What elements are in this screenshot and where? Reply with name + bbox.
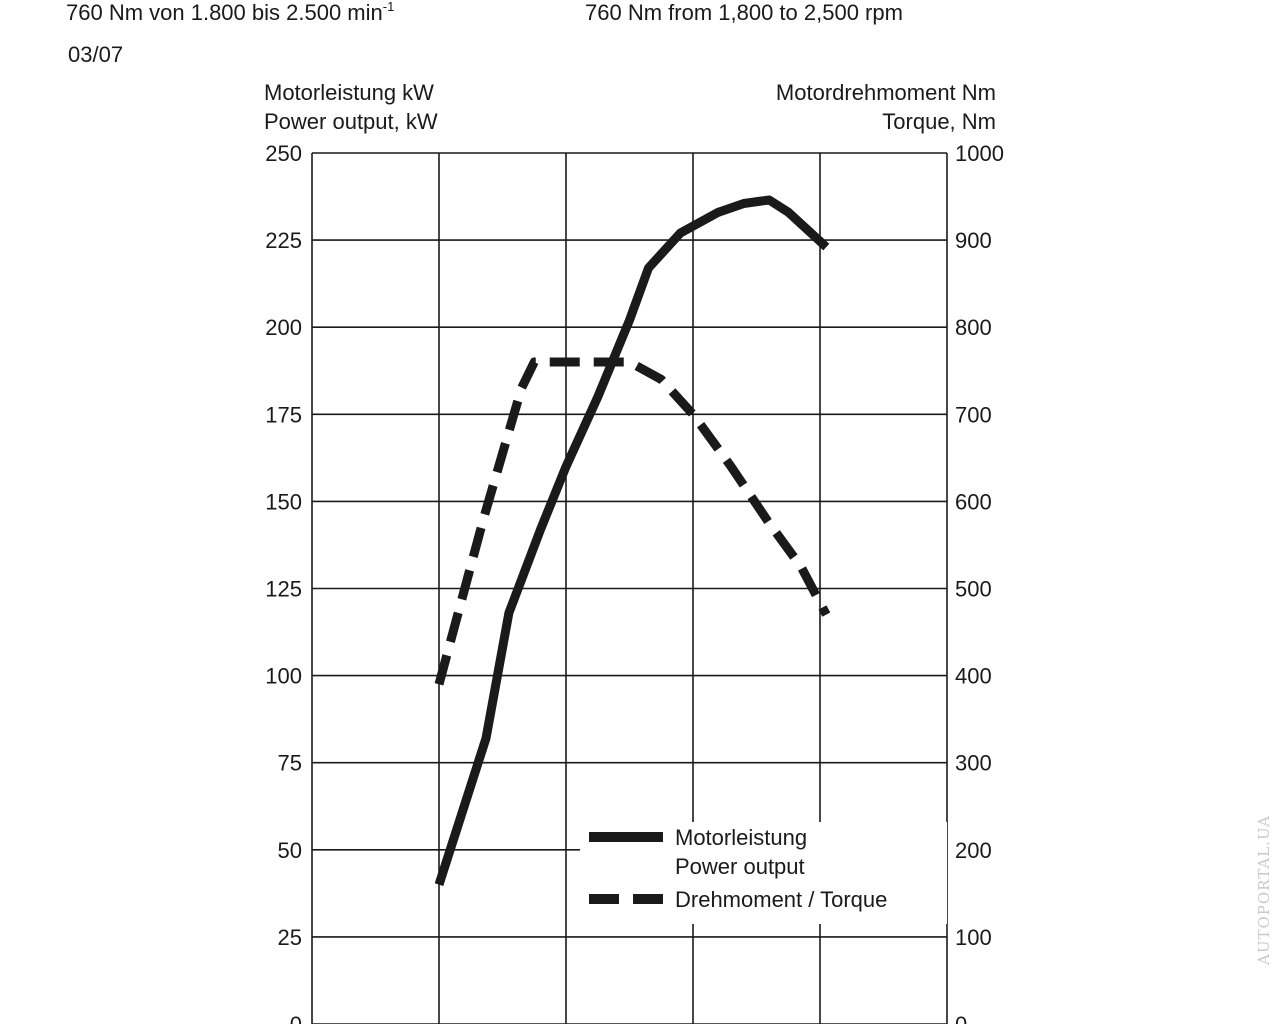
- right-tick-label-7: 700: [955, 402, 992, 427]
- legend-label-1-0: Drehmoment / Torque: [675, 887, 887, 912]
- left-tick-label-10: 250: [265, 141, 302, 166]
- left-tick-label-0: 0: [290, 1012, 302, 1024]
- right-tick-label-3: 300: [955, 751, 992, 776]
- torque-series-line: [434, 357, 831, 686]
- right-tick-label-0: 0: [955, 1012, 967, 1024]
- left-tick-label-7: 175: [265, 402, 302, 427]
- right-axis-title-1: Motordrehmoment Nm: [775, 80, 996, 105]
- right-tick-label-5: 500: [955, 577, 992, 602]
- header-en-line: 760 Nm from 1,800 to 2,500 rpm: [585, 0, 903, 25]
- power-series-line: [434, 195, 830, 886]
- right-axis-title-2: Torque, Nm: [882, 109, 996, 134]
- left-tick-label-4: 100: [265, 664, 302, 689]
- right-axis-ticks: 0 100 200 300 400 500 600 700 800 900 1000: [955, 141, 1004, 1024]
- right-tick-label-1: 100: [955, 925, 992, 950]
- left-tick-label-5: 125: [265, 577, 302, 602]
- left-tick-label-8: 200: [265, 315, 302, 340]
- left-axis-title-2: Power output, kW: [264, 109, 438, 134]
- watermark: AUTOPORTAL.UA: [1255, 815, 1273, 965]
- chart-legend: Motorleistung Power output Drehmoment / To…: [580, 822, 947, 924]
- right-tick-label-2: 200: [955, 838, 992, 863]
- left-tick-label-9: 225: [265, 228, 302, 253]
- chart-series: [434, 195, 831, 886]
- left-tick-label-2: 50: [278, 838, 302, 863]
- left-axis-ticks: 0 25 50 75 100 125 150 175 200 225 250: [265, 141, 302, 1024]
- left-tick-label-6: 150: [265, 489, 302, 514]
- right-tick-label-4: 400: [955, 664, 992, 689]
- legend-label-0-1: Power output: [675, 854, 805, 879]
- right-tick-label-9: 900: [955, 228, 992, 253]
- legend-label-0-0: Motorleistung: [675, 825, 807, 850]
- header-date: 03/07: [68, 42, 124, 67]
- left-axis-title-1: Motorleistung kW: [264, 80, 434, 105]
- header-de-line: 760 Nm von 1.800 bis 2.500 min-1: [66, 0, 395, 25]
- header-de-superscript: -1: [382, 0, 395, 14]
- right-tick-label-6: 600: [955, 489, 992, 514]
- left-tick-label-1: 25: [278, 925, 302, 950]
- right-tick-label-8: 800: [955, 315, 992, 340]
- right-tick-label-10: 1000: [955, 141, 1004, 166]
- left-tick-label-3: 75: [278, 751, 302, 776]
